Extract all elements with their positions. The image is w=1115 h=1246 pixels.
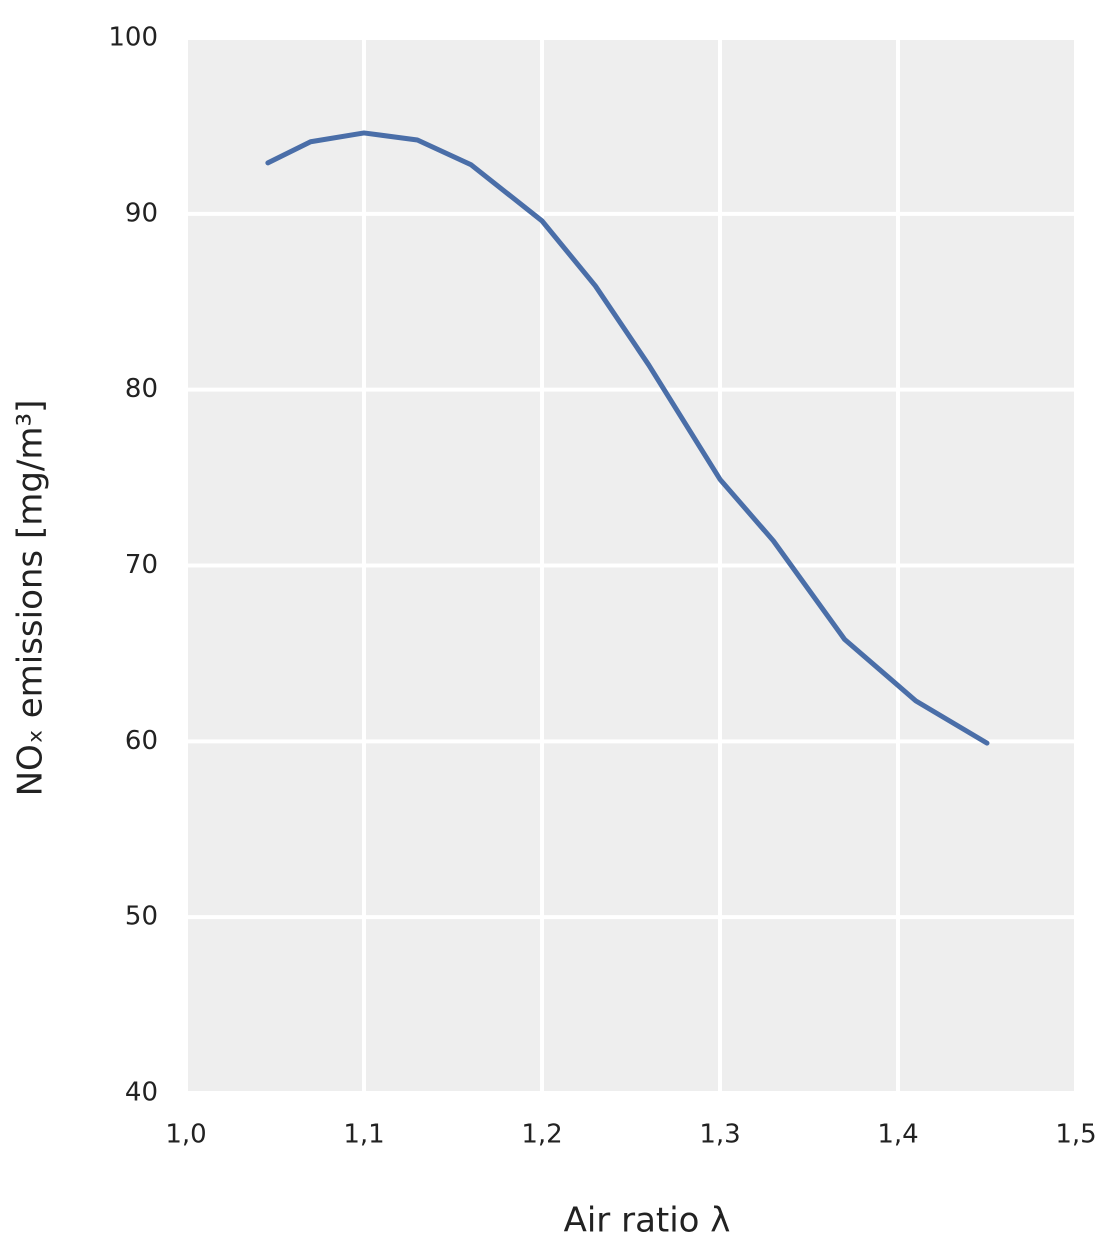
y-axis-title: NOₓ emissions [mg/m³] (11, 400, 51, 797)
y-tick-label: 60 (125, 726, 158, 756)
x-tick-label: 1,3 (699, 1120, 740, 1150)
x-tick-label: 1,0 (165, 1120, 206, 1150)
x-tick-label: 1,1 (343, 1120, 384, 1150)
data-line (265, 130, 990, 746)
y-tick-label: 100 (108, 23, 158, 53)
x-tick-label: 1,2 (521, 1120, 562, 1150)
y-tick-label: 90 (125, 198, 158, 228)
y-tick-label: 70 (125, 550, 158, 580)
y-tick-label: 50 (125, 902, 158, 932)
x-axis-title: Air ratio λ (564, 1201, 731, 1241)
x-tick-label: 1,4 (877, 1120, 918, 1150)
y-tick-label: 40 (125, 1078, 158, 1108)
x-tick-label: 1,5 (1055, 1120, 1096, 1150)
y-tick-label: 80 (125, 374, 158, 404)
